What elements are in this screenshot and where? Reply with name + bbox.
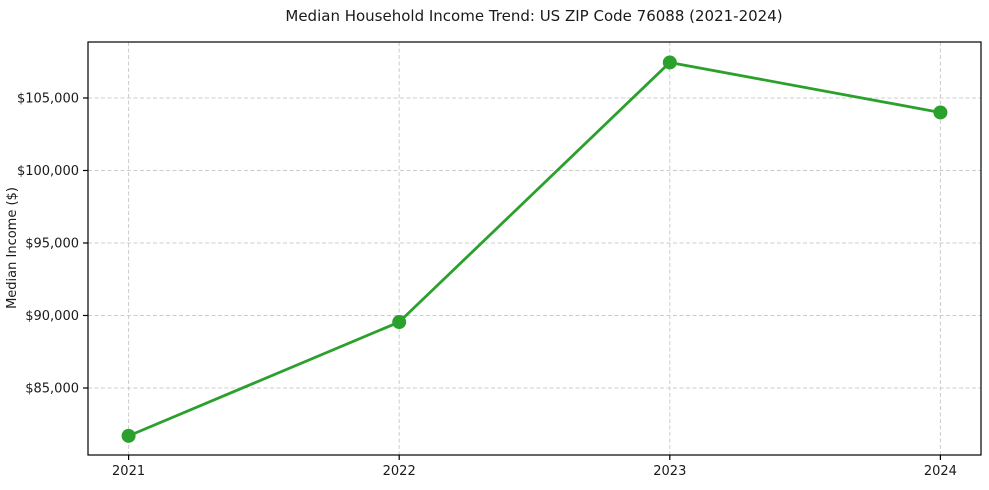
- income-series-line: [127, 61, 942, 438]
- y-tick-label: $85,000: [25, 382, 79, 397]
- data-point-marker: [933, 105, 948, 120]
- x-tick-label: 2021: [112, 464, 145, 479]
- tick-layer: 2021 2022 2023 2024 $85,000 $90,000 $95,000 $10…: [17, 91, 957, 479]
- x-tick-label: 2024: [924, 464, 957, 479]
- data-point-marker: [121, 428, 136, 443]
- data-point-marker: [662, 55, 677, 70]
- y-tick-label: $95,000: [25, 236, 79, 251]
- x-tick-label: 2022: [383, 464, 416, 479]
- plot-border: [87, 41, 982, 456]
- data-point-marker: [392, 315, 407, 330]
- x-tick-label: 2023: [653, 464, 686, 479]
- chart-title: Median Household Income Trend: US ZIP Co…: [285, 7, 782, 25]
- y-tick-label: $100,000: [17, 164, 79, 179]
- series-layer: [121, 55, 948, 443]
- y-tick-label: $105,000: [17, 91, 79, 106]
- y-axis-title: Median Income ($): [5, 187, 20, 309]
- y-tick-label: $90,000: [25, 309, 79, 324]
